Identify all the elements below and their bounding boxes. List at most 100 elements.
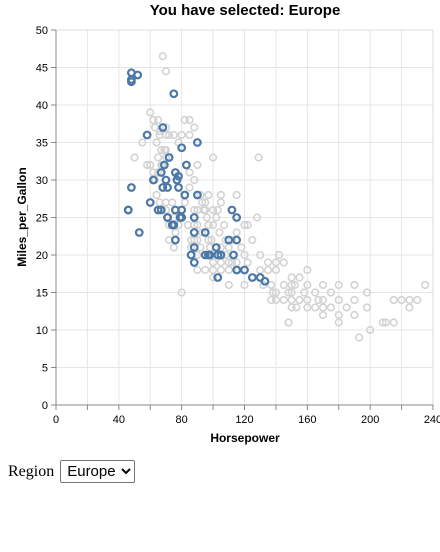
point-other[interactable] (252, 213, 262, 222)
point-other[interactable] (311, 288, 320, 297)
point-other[interactable] (185, 115, 194, 125)
point-other[interactable] (421, 280, 430, 290)
point-other[interactable] (216, 265, 226, 275)
point-other[interactable] (208, 153, 218, 162)
point-other[interactable] (342, 303, 351, 312)
point-other[interactable] (295, 295, 304, 305)
point-other[interactable] (274, 250, 284, 260)
point-other[interactable] (405, 303, 414, 312)
point-other[interactable] (263, 258, 273, 267)
point-other[interactable] (271, 258, 281, 267)
point-other[interactable] (224, 258, 233, 267)
point-other[interactable] (279, 295, 288, 305)
point-other[interactable] (161, 153, 171, 162)
point-other[interactable] (237, 243, 246, 252)
point-selected[interactable] (158, 183, 168, 192)
point-other[interactable] (208, 205, 218, 215)
point-other[interactable] (362, 303, 372, 312)
point-other[interactable] (397, 295, 406, 305)
point-other[interactable] (171, 228, 180, 237)
point-selected[interactable] (164, 153, 174, 162)
point-selected[interactable] (126, 183, 136, 192)
point-other[interactable] (240, 280, 249, 290)
point-other[interactable] (355, 333, 364, 342)
point-selected[interactable] (189, 228, 199, 237)
point-other[interactable] (161, 130, 171, 140)
point-selected[interactable] (180, 190, 190, 200)
point-other[interactable] (193, 265, 202, 275)
point-selected[interactable] (232, 213, 242, 222)
point-other[interactable] (146, 160, 155, 170)
point-selected[interactable] (200, 228, 210, 237)
point-selected[interactable] (163, 213, 172, 222)
point-other[interactable] (154, 115, 163, 125)
point-selected[interactable] (170, 235, 180, 245)
point-selected[interactable] (186, 250, 196, 260)
point-other[interactable] (185, 168, 194, 177)
point-other[interactable] (227, 235, 237, 245)
point-other[interactable] (334, 310, 343, 320)
point-selected[interactable] (232, 265, 242, 275)
point-other[interactable] (201, 198, 210, 207)
point-other[interactable] (256, 250, 265, 260)
point-other[interactable] (213, 205, 222, 215)
point-other[interactable] (221, 250, 230, 260)
point-other[interactable] (208, 273, 218, 282)
point-selected[interactable] (145, 198, 155, 207)
point-other[interactable] (318, 295, 328, 305)
point-other[interactable] (300, 288, 309, 297)
point-other[interactable] (149, 115, 158, 125)
point-selected[interactable] (159, 160, 169, 170)
region-select[interactable]: Europe (60, 460, 136, 483)
point-selected[interactable] (177, 143, 187, 153)
point-other[interactable] (208, 220, 218, 230)
point-selected[interactable] (174, 171, 183, 181)
point-other[interactable] (232, 190, 241, 200)
point-other[interactable] (199, 205, 208, 215)
point-selected[interactable] (158, 123, 168, 132)
point-selected[interactable] (169, 89, 179, 99)
point-other[interactable] (185, 130, 194, 140)
point-other[interactable] (202, 213, 211, 222)
point-selected[interactable] (156, 168, 166, 177)
point-selected[interactable] (163, 183, 172, 192)
point-other[interactable] (197, 198, 207, 207)
point-other[interactable] (161, 145, 171, 155)
point-other[interactable] (243, 258, 252, 267)
point-other[interactable] (165, 220, 174, 230)
point-other[interactable] (334, 295, 343, 305)
point-other[interactable] (168, 198, 177, 207)
point-other[interactable] (362, 288, 372, 297)
point-other[interactable] (177, 130, 186, 140)
point-selected[interactable] (169, 220, 179, 230)
point-other[interactable] (350, 295, 359, 305)
point-other[interactable] (248, 235, 257, 245)
point-other[interactable] (130, 153, 139, 162)
point-selected[interactable] (123, 205, 133, 215)
point-other[interactable] (254, 153, 263, 162)
point-selected[interactable] (192, 190, 202, 200)
point-other[interactable] (287, 288, 296, 297)
point-other[interactable] (207, 235, 216, 245)
point-selected[interactable] (200, 250, 210, 260)
point-other[interactable] (389, 295, 398, 305)
point-other[interactable] (196, 190, 205, 200)
point-other[interactable] (284, 318, 293, 327)
point-other[interactable] (284, 288, 293, 297)
point-other[interactable] (193, 160, 202, 170)
point-selected[interactable] (134, 228, 144, 237)
point-other[interactable] (240, 220, 249, 230)
point-selected[interactable] (213, 250, 223, 260)
point-other[interactable] (303, 280, 312, 290)
point-other[interactable] (240, 250, 249, 260)
point-other[interactable] (216, 258, 226, 267)
point-selected[interactable] (232, 235, 242, 245)
point-other[interactable] (193, 235, 202, 245)
point-selected[interactable] (148, 175, 158, 185)
point-other[interactable] (180, 198, 189, 207)
point-other[interactable] (267, 280, 276, 290)
point-other[interactable] (232, 258, 241, 267)
point-other[interactable] (219, 220, 229, 230)
point-other[interactable] (334, 280, 343, 290)
point-other[interactable] (157, 145, 166, 155)
